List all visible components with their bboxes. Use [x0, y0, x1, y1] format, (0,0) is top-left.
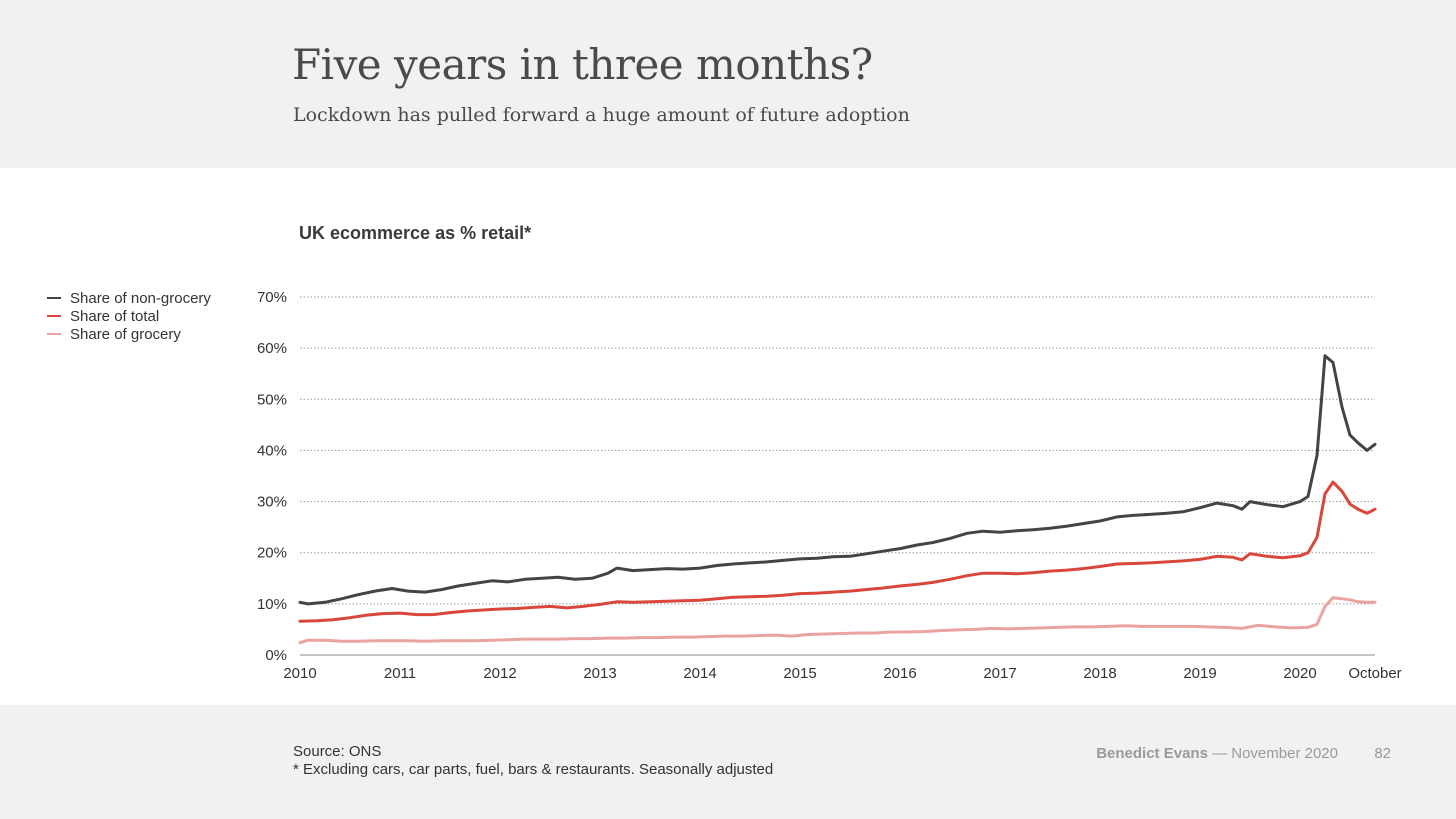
x-tick-label: 2015 — [783, 665, 816, 682]
series-lines — [298, 354, 1377, 645]
header-band — [0, 0, 1456, 168]
legend-swatch-non-grocery — [47, 297, 61, 299]
chart-legend: Share of non-grocery Share of total Shar… — [47, 289, 211, 343]
y-tick-label: 40% — [257, 442, 287, 459]
y-tick-label: 60% — [257, 340, 287, 357]
y-tick-label: 50% — [257, 391, 287, 408]
x-tick-label: 2019 — [1183, 665, 1216, 682]
y-axis-ticks: 0% 10% 20% 30% 40% 50% 60% 70% — [257, 289, 287, 664]
legend-swatch-grocery — [47, 333, 61, 335]
author-credit: Benedict Evans — November 2020 — [1096, 745, 1338, 762]
legend-item-grocery: Share of grocery — [47, 325, 211, 343]
y-tick-label: 30% — [257, 494, 287, 511]
series-line-grocery — [298, 596, 1377, 645]
legend-label-grocery: Share of grocery — [70, 325, 181, 343]
y-tick-label: 0% — [265, 647, 287, 664]
x-tick-label: 2010 — [283, 665, 316, 682]
legend-swatch-total — [47, 315, 61, 317]
source-line: Source: ONS — [293, 743, 382, 760]
y-tick-label: 70% — [257, 289, 287, 306]
y-tick-label: 10% — [257, 596, 287, 613]
series-line-total — [298, 480, 1377, 623]
author-name: Benedict Evans — [1096, 745, 1208, 762]
legend-item-total: Share of total — [47, 307, 211, 325]
source-note: Source: ONS * Excluding cars, car parts,… — [293, 743, 773, 779]
page-subtitle: Lockdown has pulled forward a huge amoun… — [293, 104, 910, 126]
x-tick-label: 2013 — [583, 665, 616, 682]
page-title: Five years in three months? — [292, 40, 873, 89]
publish-date: — November 2020 — [1212, 745, 1338, 762]
legend-item-non-grocery: Share of non-grocery — [47, 289, 211, 307]
chart-title: UK ecommerce as % retail* — [299, 223, 532, 243]
x-tick-label: 2014 — [683, 665, 716, 682]
x-tick-label: 2018 — [1083, 665, 1116, 682]
x-tick-label: 2012 — [483, 665, 516, 682]
footer-band — [0, 705, 1456, 819]
x-tick-label: 2011 — [384, 665, 416, 682]
legend-label-total: Share of total — [70, 307, 160, 325]
x-axis-ticks: 2010 2011 2012 2013 2014 2015 2016 2017 2018 2019… — [283, 665, 1401, 682]
footnote-line: * Excluding cars, car parts, fuel, bars … — [293, 761, 774, 778]
series-line-non-grocery — [298, 354, 1377, 606]
x-tick-label: October — [1348, 665, 1401, 682]
legend-label-non-grocery: Share of non-grocery — [70, 289, 211, 307]
x-tick-label: 2017 — [983, 665, 1016, 682]
x-tick-label: 2020 — [1283, 665, 1316, 682]
grid-lines — [300, 296, 1375, 656]
page-number: 82 — [1374, 745, 1391, 762]
y-tick-label: 20% — [257, 545, 287, 562]
x-tick-label: 2016 — [883, 665, 916, 682]
